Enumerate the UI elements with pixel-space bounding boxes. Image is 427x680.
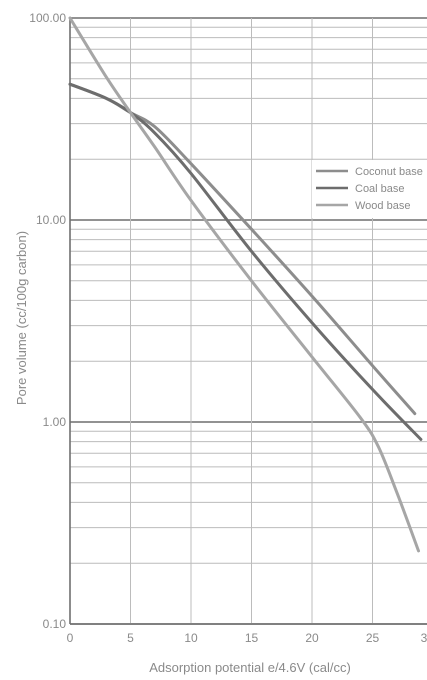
y-tick-label: 100.00 <box>29 11 66 25</box>
x-tick-label: 25 <box>366 631 380 645</box>
x-tick-label: 10 <box>184 631 198 645</box>
series-layer <box>68 16 423 553</box>
y-axis-title: Pore volume (cc/100g carbon) <box>14 231 29 405</box>
legend-label-wood-base: Wood base <box>355 200 410 212</box>
y-tick-label: 0.10 <box>43 617 67 631</box>
series-line-coal-base <box>68 82 423 441</box>
y-tick-label: 10.00 <box>36 213 66 227</box>
x-tick-label: 5 <box>127 631 134 645</box>
legend: Coconut base Coal base Wood base <box>312 160 427 218</box>
grid-layer <box>70 17 427 625</box>
x-tick-label: 20 <box>305 631 319 645</box>
x-tick-label: 0 <box>67 631 74 645</box>
x-axis-title: Adsorption potential e/4.6V (cal/cc) <box>149 660 351 675</box>
legend-label-coal-base: Coal base <box>355 183 405 195</box>
x-tick-label: 3 <box>421 631 427 645</box>
axis-layer: 0 5 10 15 20 25 3 0.10 1.00 10.00 100.00 <box>29 11 427 645</box>
series-line-wood-base <box>68 16 420 553</box>
legend-label-coconut-base: Coconut base <box>355 166 423 178</box>
series-line-coconut-base <box>68 82 417 416</box>
x-tick-label: 15 <box>245 631 259 645</box>
y-tick-label: 1.00 <box>43 415 67 429</box>
